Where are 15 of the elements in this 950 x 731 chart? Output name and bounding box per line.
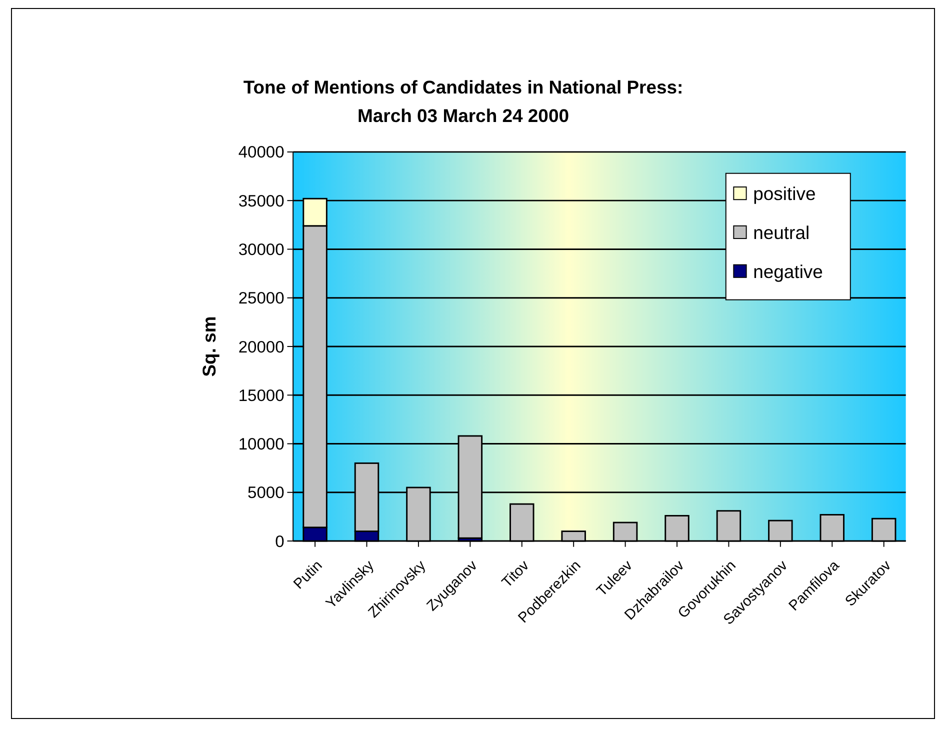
- y-tick-label: 0: [275, 532, 284, 551]
- y-tick-label: 20000: [238, 337, 284, 356]
- chart-subtitle: March 03 March 24 2000: [358, 104, 570, 126]
- y-axis-title: Sq. sm: [198, 316, 220, 377]
- y-tick-label: 15000: [238, 386, 284, 405]
- y-tick-label: 30000: [238, 240, 284, 259]
- legend-label: neutral: [753, 222, 810, 244]
- y-tick-label: 10000: [238, 434, 284, 454]
- y-tick-label: 35000: [238, 191, 284, 210]
- y-tick-label: 5000: [248, 483, 284, 502]
- y-tick-label: 25000: [238, 288, 284, 308]
- chart-title: Tone of Mentions of Candidates in National Press:: [243, 76, 684, 98]
- legend-label: positive: [753, 183, 816, 204]
- y-tick-label: 40000: [238, 142, 284, 162]
- legend-label: negative: [753, 261, 823, 282]
